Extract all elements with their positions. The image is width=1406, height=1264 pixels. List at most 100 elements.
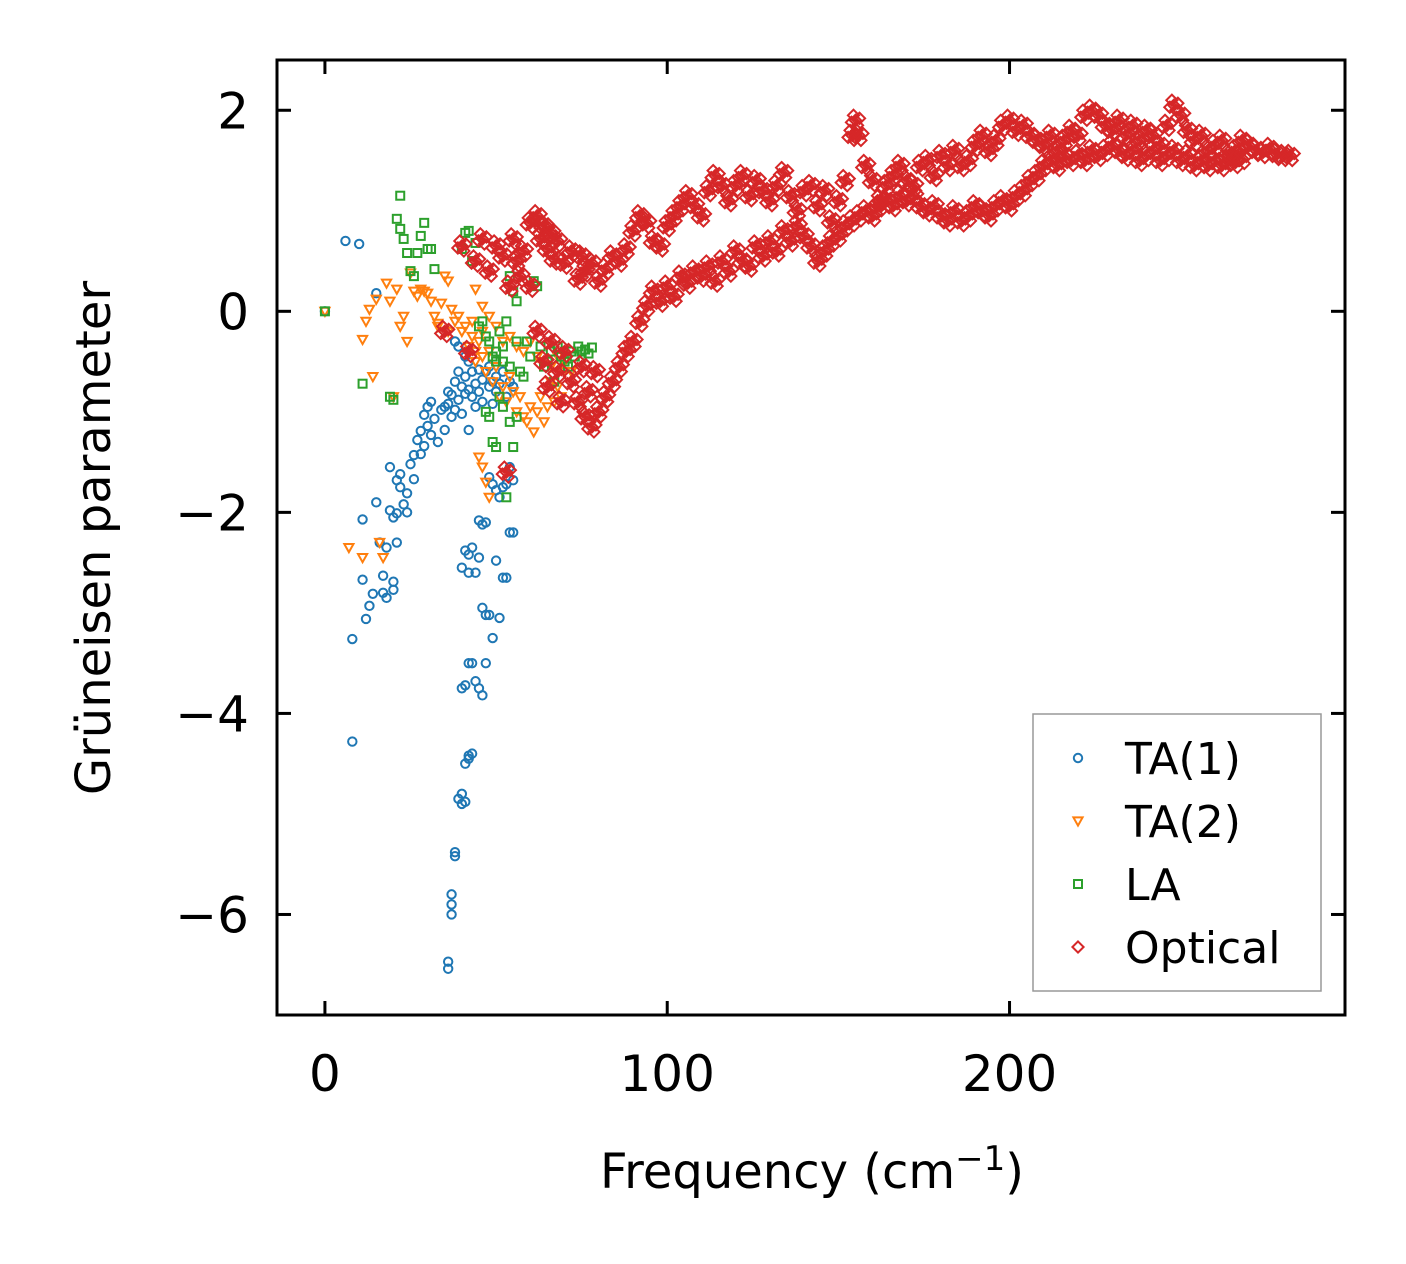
data-point [703, 188, 718, 203]
data-point [785, 238, 800, 253]
data-point [692, 203, 707, 218]
data-point [733, 249, 748, 264]
data-point [412, 248, 423, 259]
data-point [359, 316, 373, 329]
data-point [862, 156, 877, 171]
data-point [1137, 118, 1152, 133]
data-point [979, 126, 994, 141]
data-point [383, 296, 397, 308]
data-point [405, 458, 416, 470]
data-point [1170, 96, 1185, 111]
data-point [621, 349, 636, 364]
data-point [552, 238, 567, 253]
data-point [754, 178, 769, 193]
y-tick-label: −6 [175, 886, 249, 944]
data-point [623, 218, 639, 233]
data-point [556, 399, 571, 414]
data-point [815, 238, 830, 254]
data-point [712, 173, 728, 188]
legend-label: LA [1125, 860, 1181, 911]
data-point [788, 198, 803, 213]
data-point [501, 470, 516, 485]
data-point [431, 321, 445, 334]
data-point [703, 264, 718, 279]
data-point [528, 203, 543, 218]
data-point [644, 279, 659, 294]
data-point [719, 259, 734, 274]
data-point [890, 183, 906, 198]
data-point [787, 231, 802, 246]
data-point [801, 226, 816, 241]
data-point [732, 241, 747, 257]
legend-marker [1070, 939, 1086, 955]
data-point [384, 461, 396, 473]
data-point [395, 468, 406, 480]
data-point [453, 394, 464, 405]
data-point [477, 690, 488, 701]
data-point [710, 279, 725, 294]
series-optical [433, 93, 1302, 485]
data-point [856, 153, 871, 168]
data-point [1196, 133, 1211, 148]
data-point [629, 332, 645, 347]
data-point [949, 148, 964, 163]
data-point [781, 183, 796, 198]
data-point [596, 384, 611, 399]
data-point [534, 206, 549, 221]
data-point [746, 186, 761, 201]
data-point [774, 218, 789, 233]
data-point [426, 243, 437, 254]
data-point [614, 364, 629, 379]
data-point [1129, 116, 1144, 131]
data-point [623, 239, 638, 255]
y-tick-label: −4 [175, 685, 249, 743]
data-point [712, 249, 728, 264]
legend-label: TA(2) [1124, 797, 1241, 848]
data-point [614, 259, 629, 274]
data-point [651, 233, 666, 248]
data-point [1045, 133, 1060, 148]
y-axis-label: Grüneisen parameter [66, 281, 122, 796]
data-point [504, 527, 515, 538]
data-point [807, 236, 823, 251]
data-point [630, 309, 645, 324]
data-point [1239, 149, 1254, 164]
data-point [545, 247, 560, 262]
data-point [959, 203, 974, 218]
data-point [698, 206, 713, 221]
data-point [795, 223, 810, 238]
data-point [747, 168, 762, 183]
data-point [970, 143, 985, 158]
data-point [548, 359, 563, 374]
data-point [1175, 113, 1190, 128]
data-point [465, 331, 479, 344]
data-point [1089, 103, 1104, 118]
data-point [428, 311, 441, 323]
data-point [932, 143, 947, 158]
data-point [486, 262, 501, 277]
data-series-layer [318, 93, 1302, 974]
data-point [771, 248, 786, 264]
data-point [518, 248, 533, 264]
data-point [685, 193, 700, 208]
data-point [583, 389, 598, 404]
data-point [1120, 133, 1135, 148]
data-point [986, 128, 1001, 143]
legend: TA(1) TA(2) LA Optical [1032, 713, 1322, 992]
data-point [852, 111, 867, 126]
data-point [340, 235, 351, 247]
data-point [643, 213, 658, 228]
data-point [1048, 138, 1063, 153]
data-point [460, 796, 471, 808]
data-point [487, 233, 502, 248]
data-point [669, 213, 684, 228]
data-point [896, 156, 912, 171]
data-point [402, 248, 413, 259]
data-point [737, 173, 752, 188]
data-point [319, 306, 330, 317]
data-point [448, 316, 462, 329]
data-point [787, 186, 802, 201]
data-point [658, 274, 673, 289]
data-point [929, 173, 944, 188]
data-point [576, 404, 591, 419]
